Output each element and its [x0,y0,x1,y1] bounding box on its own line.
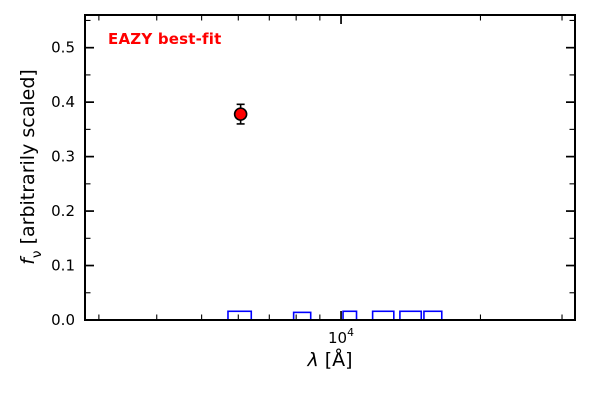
xtick-exponent: 4 [347,326,354,339]
filter-box [342,310,358,321]
filter-box [399,310,423,321]
data-point [233,107,248,121]
y-tick-label: 0.1 [51,257,75,275]
filter-box [423,310,443,321]
axes-frame [84,14,576,321]
y-tick-label: 0.3 [51,148,75,166]
xtick-base: 10 [328,329,348,347]
x-tick-label-1e4: 104 [328,326,354,347]
filter-box [227,310,253,321]
ylabel-f: f [17,258,40,265]
x-axis-label: λ [Å] [307,349,352,371]
y-tick-label: 0.2 [51,202,75,220]
xlabel-rest: [Å] [318,349,353,371]
y-tick-label: 0.0 [51,311,75,329]
y-tick-label: 0.5 [51,39,75,57]
bestfit-annotation: EAZY best-fit [108,30,222,48]
y-axis-label: fν [arbitrarily scaled] [17,69,45,265]
xlabel-lambda: λ [307,349,319,371]
ylabel-nu-subscript: ν [28,250,45,259]
filter-box [371,310,395,321]
bestfit-annotation-text: EAZY best-fit [108,30,222,48]
ylabel-rest: [arbitrarily scaled] [17,69,40,251]
y-tick-label: 0.4 [51,93,75,111]
